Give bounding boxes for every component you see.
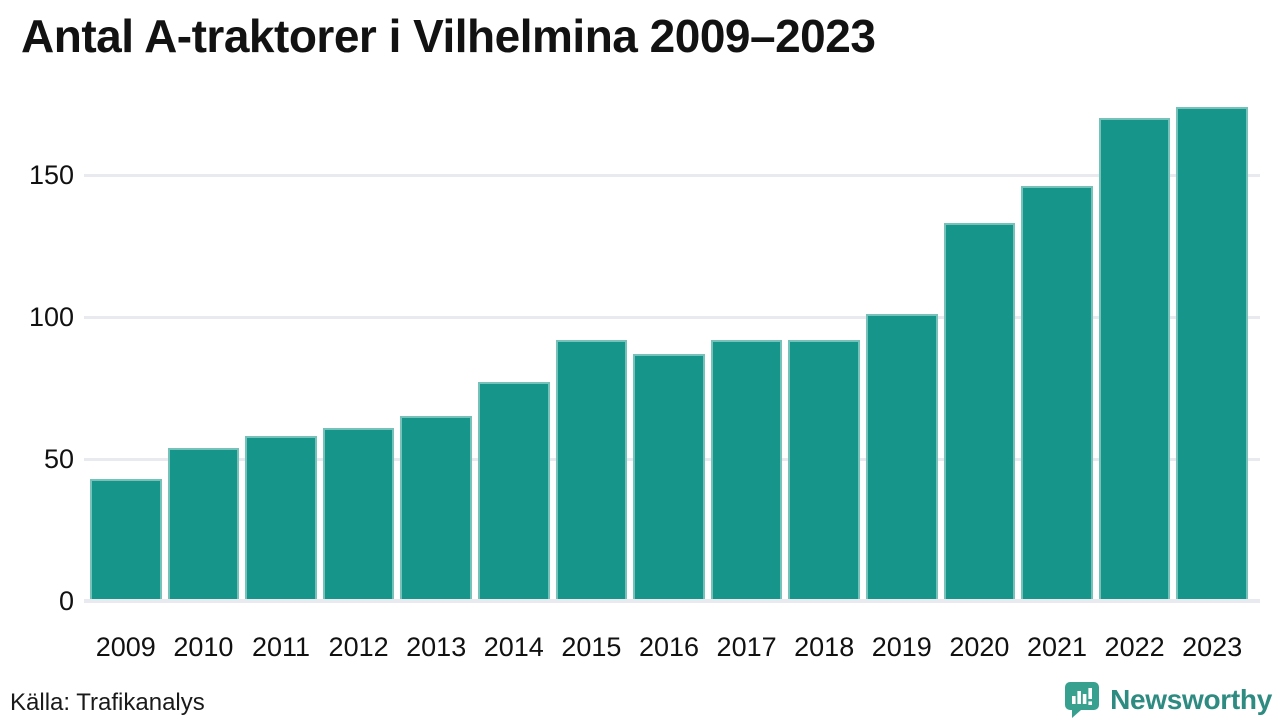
brand-name: Newsworthy — [1110, 683, 1272, 715]
gridline-100 — [84, 315, 1260, 319]
y-axis: 0 50 100 150 — [0, 0, 74, 720]
x-tick-label-2023: 2023 — [1182, 632, 1243, 662]
gridline-150 — [84, 173, 1260, 177]
x-tick-label-2012: 2012 — [328, 632, 389, 662]
x-tick-label-2009: 2009 — [95, 632, 156, 662]
bar-2009 — [90, 478, 162, 601]
bar-2014 — [478, 382, 550, 601]
x-tick-label-2011: 2011 — [251, 632, 311, 662]
bar-2015 — [555, 339, 628, 601]
bar-2011 — [245, 436, 317, 601]
bar-2016 — [633, 353, 705, 601]
x-tick-label-2021: 2021 — [1026, 632, 1088, 662]
x-tick-label-2013: 2013 — [406, 632, 467, 662]
x-tick-label-2017: 2017 — [716, 632, 777, 662]
y-tick-label-100: 100 — [28, 302, 74, 332]
x-tick-label-2022: 2022 — [1104, 632, 1165, 662]
x-tick-label-2018: 2018 — [794, 632, 855, 662]
brand-logo: Newsworthy — [1064, 681, 1272, 718]
x-tick-label-2014: 2014 — [483, 632, 544, 662]
x-tick-label-2010: 2010 — [173, 632, 234, 662]
bar-2012 — [322, 427, 395, 601]
bar-2017 — [710, 339, 783, 601]
y-tick-label-150: 150 — [28, 160, 74, 190]
x-tick-label-2015: 2015 — [561, 632, 622, 662]
y-tick-label-0: 0 — [58, 586, 74, 616]
bar-2021 — [1021, 186, 1093, 601]
bar-2022 — [1098, 118, 1171, 601]
bar-2019 — [866, 314, 938, 601]
x-tick-label-2016: 2016 — [638, 632, 700, 662]
newsworthy-speech-bubble-barchart-icon — [1065, 682, 1100, 718]
chart-title: Antal A-traktorer i Vilhelmina 2009–2023 — [21, 10, 876, 62]
y-tick-label-50: 50 — [43, 444, 74, 474]
x-axis: 2009 2010 2011 2012 2013 2014 2015 2016 2017 2018… — [84, 632, 1260, 666]
x-axis-baseline — [84, 599, 1260, 603]
x-tick-label-2020: 2020 — [949, 632, 1010, 662]
bar-2010 — [167, 447, 240, 601]
source-note: Källa: Trafikanalys — [10, 689, 205, 716]
bar-2023 — [1176, 106, 1248, 601]
x-tick-label-2019: 2019 — [871, 632, 932, 662]
plot-area — [84, 104, 1260, 603]
bar-2020 — [943, 223, 1016, 601]
bar-2013 — [400, 416, 472, 601]
bar-2018 — [788, 339, 860, 601]
